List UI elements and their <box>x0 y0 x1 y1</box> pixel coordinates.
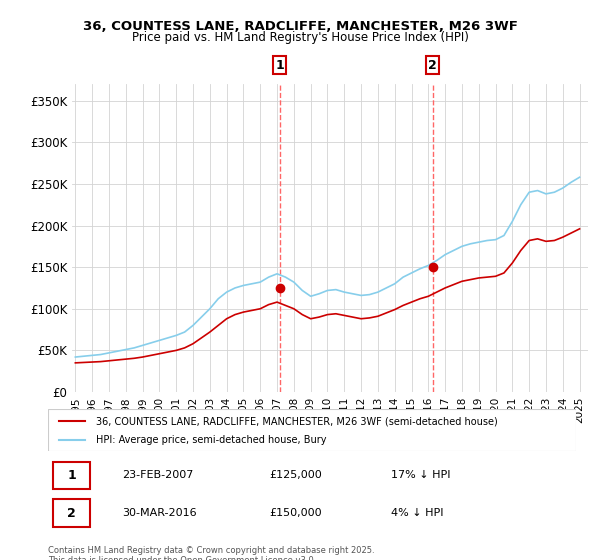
Text: £125,000: £125,000 <box>270 470 323 480</box>
Text: 36, COUNTESS LANE, RADCLIFFE, MANCHESTER, M26 3WF (semi-detached house): 36, COUNTESS LANE, RADCLIFFE, MANCHESTER… <box>95 417 497 426</box>
FancyBboxPatch shape <box>53 461 90 489</box>
Text: £150,000: £150,000 <box>270 508 322 518</box>
Text: 36, COUNTESS LANE, RADCLIFFE, MANCHESTER, M26 3WF: 36, COUNTESS LANE, RADCLIFFE, MANCHESTER… <box>83 20 517 32</box>
Text: 1: 1 <box>275 59 284 72</box>
Text: 2: 2 <box>428 59 437 72</box>
Text: 1: 1 <box>67 469 76 482</box>
FancyBboxPatch shape <box>48 409 576 451</box>
Text: 4% ↓ HPI: 4% ↓ HPI <box>391 508 444 518</box>
Text: 23-FEB-2007: 23-FEB-2007 <box>122 470 193 480</box>
Text: HPI: Average price, semi-detached house, Bury: HPI: Average price, semi-detached house,… <box>95 435 326 445</box>
Text: Contains HM Land Registry data © Crown copyright and database right 2025.
This d: Contains HM Land Registry data © Crown c… <box>48 546 374 560</box>
Text: 17% ↓ HPI: 17% ↓ HPI <box>391 470 451 480</box>
Text: 2: 2 <box>67 507 76 520</box>
Text: 30-MAR-2016: 30-MAR-2016 <box>122 508 197 518</box>
Text: Price paid vs. HM Land Registry's House Price Index (HPI): Price paid vs. HM Land Registry's House … <box>131 31 469 44</box>
FancyBboxPatch shape <box>53 500 90 527</box>
